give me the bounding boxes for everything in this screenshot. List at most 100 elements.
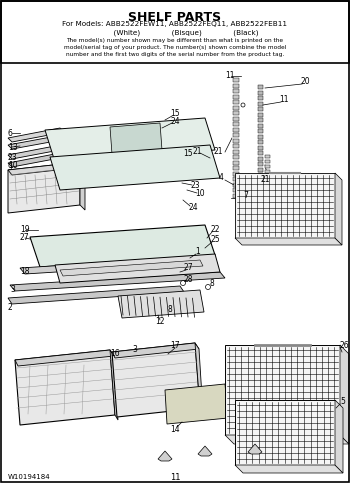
- Polygon shape: [50, 145, 220, 190]
- Polygon shape: [258, 173, 263, 177]
- Polygon shape: [8, 145, 65, 159]
- Text: For Models: ABB2522FEW11, ABB2522FEQ11, ABB2522FEB11: For Models: ABB2522FEW11, ABB2522FEQ11, …: [63, 21, 287, 27]
- Text: 23: 23: [190, 181, 200, 189]
- Text: 27: 27: [183, 264, 193, 272]
- Text: 17: 17: [170, 341, 180, 350]
- Polygon shape: [258, 90, 263, 95]
- Text: 23: 23: [8, 154, 18, 162]
- Polygon shape: [258, 168, 263, 171]
- Polygon shape: [8, 128, 65, 142]
- Polygon shape: [265, 185, 270, 188]
- Polygon shape: [112, 343, 200, 417]
- Text: 20: 20: [300, 77, 310, 86]
- Polygon shape: [258, 113, 263, 116]
- Polygon shape: [335, 400, 343, 473]
- Text: SHELF PARTS: SHELF PARTS: [128, 11, 222, 24]
- Polygon shape: [258, 140, 263, 144]
- Ellipse shape: [116, 135, 144, 145]
- Polygon shape: [258, 107, 263, 111]
- Polygon shape: [258, 145, 263, 150]
- Text: 27: 27: [20, 233, 30, 242]
- Polygon shape: [233, 105, 239, 110]
- Ellipse shape: [167, 394, 177, 400]
- Polygon shape: [265, 180, 270, 183]
- Polygon shape: [235, 238, 342, 245]
- Polygon shape: [112, 343, 199, 358]
- Polygon shape: [233, 78, 239, 82]
- Polygon shape: [8, 135, 67, 149]
- Polygon shape: [8, 153, 65, 167]
- Polygon shape: [265, 160, 270, 163]
- Polygon shape: [258, 156, 263, 160]
- Bar: [1, 1, 349, 63]
- Polygon shape: [258, 162, 263, 166]
- Polygon shape: [118, 290, 204, 318]
- Polygon shape: [8, 162, 85, 175]
- Polygon shape: [233, 84, 239, 87]
- Polygon shape: [110, 350, 118, 420]
- Ellipse shape: [206, 410, 216, 416]
- Text: 21: 21: [260, 175, 270, 185]
- Polygon shape: [233, 139, 239, 142]
- Text: 9: 9: [8, 164, 13, 172]
- Text: 14: 14: [170, 426, 180, 435]
- Text: 18: 18: [20, 267, 29, 275]
- Text: 24: 24: [188, 202, 198, 212]
- Ellipse shape: [181, 281, 186, 285]
- Text: 12: 12: [155, 317, 165, 327]
- Text: 3: 3: [133, 345, 138, 355]
- Polygon shape: [60, 260, 203, 276]
- Polygon shape: [233, 183, 239, 186]
- Polygon shape: [258, 134, 263, 139]
- Polygon shape: [233, 160, 239, 165]
- Text: 4: 4: [218, 173, 223, 183]
- Polygon shape: [233, 171, 239, 175]
- Text: 26: 26: [339, 341, 349, 350]
- Polygon shape: [235, 465, 343, 473]
- Text: 1: 1: [196, 247, 200, 256]
- Polygon shape: [158, 451, 172, 461]
- Polygon shape: [55, 254, 220, 283]
- Polygon shape: [233, 150, 239, 154]
- Ellipse shape: [206, 402, 216, 408]
- Polygon shape: [248, 444, 262, 454]
- Polygon shape: [233, 166, 239, 170]
- Polygon shape: [30, 225, 215, 267]
- Polygon shape: [233, 128, 239, 131]
- Text: 3: 3: [10, 284, 15, 294]
- Ellipse shape: [193, 394, 203, 400]
- Text: 28: 28: [183, 275, 193, 284]
- Text: 11: 11: [170, 472, 180, 482]
- Polygon shape: [195, 343, 203, 413]
- Polygon shape: [80, 162, 85, 210]
- Polygon shape: [233, 116, 239, 120]
- Ellipse shape: [193, 402, 203, 408]
- Polygon shape: [258, 124, 263, 128]
- Polygon shape: [258, 179, 263, 183]
- Polygon shape: [233, 133, 239, 137]
- Polygon shape: [165, 384, 228, 424]
- Polygon shape: [258, 96, 263, 100]
- Polygon shape: [233, 100, 239, 104]
- Polygon shape: [233, 89, 239, 93]
- Text: 10: 10: [8, 161, 18, 170]
- Polygon shape: [15, 350, 115, 425]
- Ellipse shape: [180, 402, 190, 408]
- Polygon shape: [340, 345, 349, 444]
- Polygon shape: [233, 122, 239, 126]
- Ellipse shape: [193, 410, 203, 416]
- Polygon shape: [235, 173, 335, 238]
- Polygon shape: [258, 184, 263, 188]
- Text: 15: 15: [183, 148, 193, 157]
- Polygon shape: [258, 129, 263, 133]
- Text: 8: 8: [168, 306, 172, 314]
- Polygon shape: [225, 345, 340, 435]
- Polygon shape: [258, 151, 263, 155]
- Polygon shape: [265, 155, 270, 158]
- Text: 2: 2: [8, 302, 13, 312]
- Text: 24: 24: [170, 116, 180, 126]
- Polygon shape: [258, 189, 263, 194]
- Polygon shape: [233, 144, 239, 148]
- Ellipse shape: [80, 242, 120, 254]
- Text: 21: 21: [213, 147, 223, 156]
